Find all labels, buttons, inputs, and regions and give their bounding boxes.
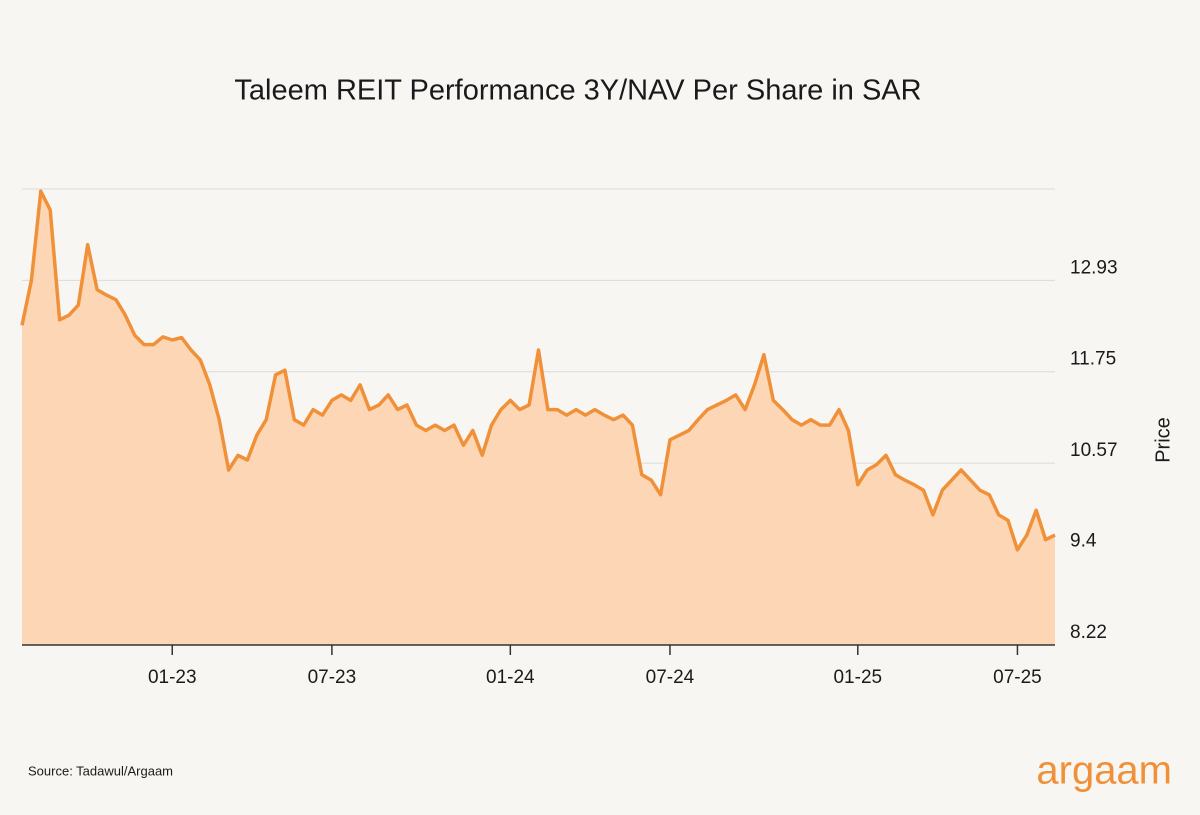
y-axis-label: Price — [1152, 417, 1174, 463]
y-tick-label: 10.57 — [1070, 440, 1118, 461]
x-tick-label: 07-25 — [993, 667, 1042, 688]
line — [20, 189, 1056, 552]
logo: argaam — [1036, 749, 1172, 793]
y-tick-label: 11.75 — [1070, 349, 1116, 370]
x-tick-label: 07-23 — [308, 667, 357, 688]
x-tick-label: 01-25 — [833, 667, 882, 688]
x-tick-label: 01-24 — [486, 667, 535, 688]
source: Source: Tadawul/Argaam — [28, 763, 173, 778]
area — [22, 191, 1055, 646]
x-tick-label: 07-24 — [646, 667, 695, 688]
y-tick-label: 9.4 — [1070, 531, 1097, 552]
y-tick-label: 8.22 — [1070, 622, 1107, 643]
x-tick-label: 01-23 — [148, 667, 197, 688]
y-tick-label: 12.93 — [1070, 257, 1118, 278]
chart-title: Taleem REIT Performance 3Y/NAV Per Share… — [234, 75, 921, 107]
